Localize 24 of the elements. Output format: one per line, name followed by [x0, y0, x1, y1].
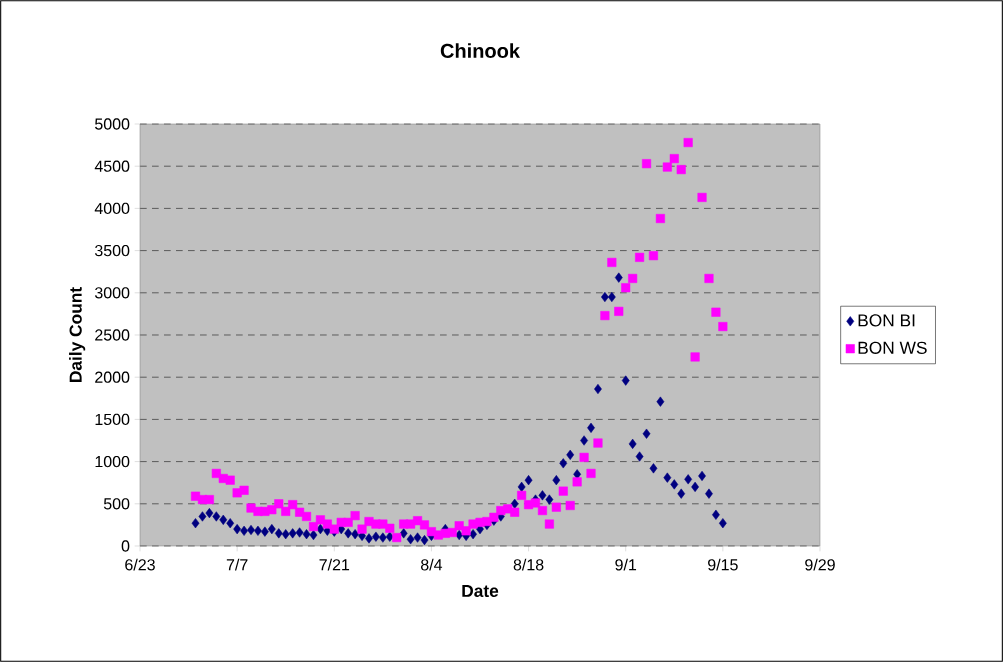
x-tick-label: 6/23 — [125, 558, 155, 571]
y-tick-label: 1000 — [95, 455, 130, 468]
y-tick-label: 5000 — [95, 118, 130, 130]
x-tick-label: 8/4 — [421, 558, 443, 571]
chart-title: Chinook — [440, 43, 521, 58]
y-tick-label: 0 — [121, 540, 130, 552]
x-tick-label: 9/15 — [708, 558, 738, 571]
x-tick-label: 7/7 — [226, 558, 248, 571]
legend-label: BON BI — [858, 314, 915, 327]
y-tick-label: 3500 — [94, 244, 130, 257]
legend-label: BON WS — [858, 341, 927, 354]
y-tick-label: 2500 — [95, 329, 130, 341]
y-axis-title: Daily Count — [69, 287, 86, 382]
y-tick-label: 4000 — [94, 202, 130, 215]
x-tick-label: 7/21 — [319, 558, 350, 571]
x-axis-title: Date — [462, 584, 499, 598]
y-tick-label: 3000 — [94, 287, 130, 299]
x-tick-label: 9/29 — [805, 558, 835, 571]
x-tick-label: 9/1 — [615, 558, 637, 571]
y-tick-label: 1500 — [95, 413, 130, 426]
y-tick-label: 500 — [103, 498, 130, 510]
y-tick-label: 2000 — [95, 371, 130, 383]
y-tick-label: 4500 — [94, 160, 130, 172]
x-tick-label: 8/18 — [513, 558, 544, 571]
